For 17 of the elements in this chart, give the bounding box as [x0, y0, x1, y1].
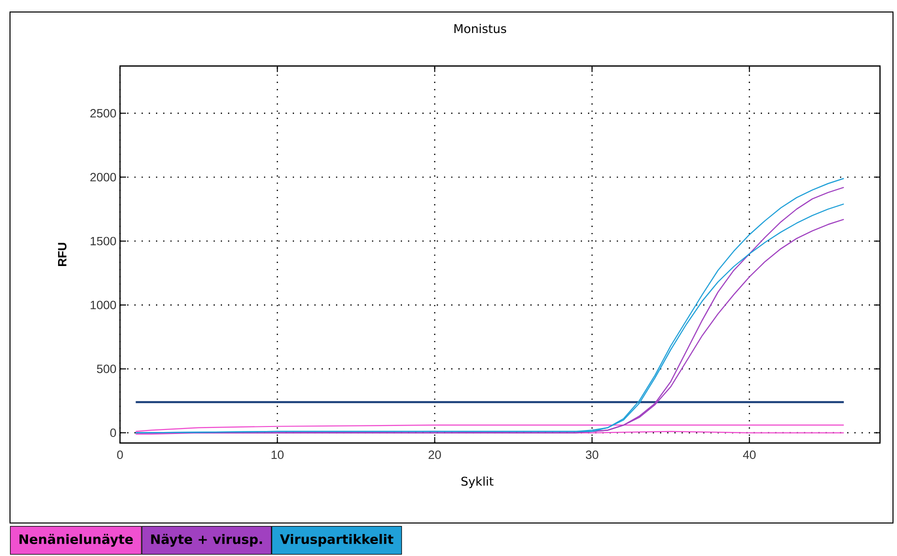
y-tick-label: 1500 — [90, 236, 116, 246]
y-tick-label: 2000 — [90, 172, 116, 182]
y-tick-label: 2500 — [90, 109, 116, 118]
x-axis-title: Syklit — [461, 476, 494, 488]
y-tick-label: 1000 — [90, 300, 116, 310]
chart-title: Monistus — [454, 24, 506, 34]
text: Nenänielunäyte — [20, 534, 133, 547]
x-tick-label: 20 — [428, 450, 441, 460]
y-tick-label: 0 — [110, 428, 116, 438]
x-tick-label: 40 — [743, 450, 756, 460]
text: Näyte + virusp. — [151, 534, 262, 547]
y-tick-label: 500 — [96, 364, 116, 374]
x-tick-label: 10 — [272, 450, 284, 460]
y-axis-title: RFU — [58, 242, 66, 266]
x-tick-label: 30 — [586, 450, 598, 460]
text: Viruspartikkelit — [280, 534, 394, 547]
x-tick-label: 0 — [117, 450, 123, 460]
